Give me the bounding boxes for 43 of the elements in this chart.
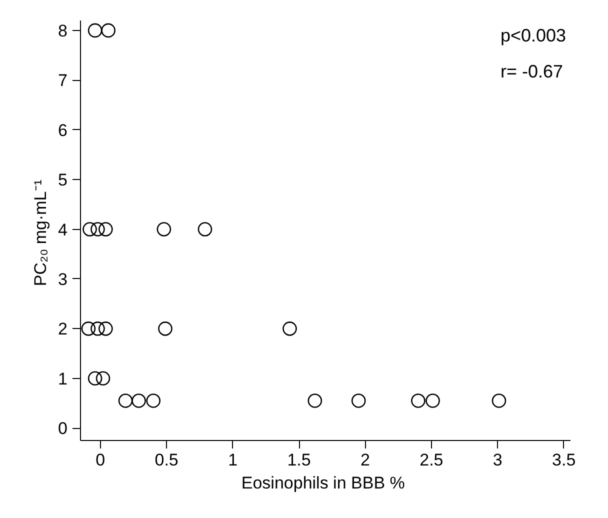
y-tick-label: 8 bbox=[58, 21, 68, 40]
y-tick-label: 5 bbox=[58, 170, 68, 190]
point bbox=[101, 23, 116, 38]
point bbox=[88, 371, 102, 386]
point bbox=[146, 394, 160, 408]
annotation: p<0.003 bbox=[500, 26, 566, 46]
point bbox=[308, 394, 322, 408]
point bbox=[98, 222, 113, 236]
point bbox=[90, 222, 105, 236]
y-tick-label: 7 bbox=[58, 71, 68, 90]
point bbox=[426, 394, 440, 408]
y-tick-label: 4 bbox=[58, 220, 68, 240]
x-tick-label: 0 bbox=[96, 450, 106, 470]
x-tick-label: 0.5 bbox=[154, 450, 178, 470]
x-tick-label: 2.5 bbox=[420, 450, 444, 470]
x-tick-label: 3.5 bbox=[552, 450, 576, 470]
point bbox=[132, 394, 146, 408]
point bbox=[351, 394, 366, 408]
y-tick-label: 0 bbox=[58, 419, 68, 438]
annotation: r= -0.67 bbox=[500, 62, 564, 82]
point bbox=[82, 222, 97, 236]
point bbox=[81, 322, 96, 336]
y-tick-label: 6 bbox=[58, 120, 68, 140]
point bbox=[118, 394, 133, 408]
point bbox=[411, 394, 426, 408]
point bbox=[156, 222, 172, 236]
y-tick-label: 3 bbox=[58, 270, 68, 289]
x-tick-label: 3 bbox=[492, 450, 502, 470]
point bbox=[198, 222, 212, 236]
x-tick-label: 1.5 bbox=[287, 450, 311, 470]
point bbox=[492, 394, 506, 408]
point bbox=[98, 322, 113, 336]
point bbox=[96, 371, 110, 386]
point bbox=[88, 23, 102, 38]
y-axis-title: PC₂₀ mg·mL⁻¹ bbox=[31, 179, 50, 286]
x-tick-label: 2 bbox=[360, 450, 370, 470]
x-tick-label: 1 bbox=[228, 450, 238, 470]
x-axis-title: Eosinophils in BBB % bbox=[241, 474, 405, 492]
y-tick-label: 1 bbox=[58, 369, 68, 388]
y-tick-label: 2 bbox=[58, 320, 68, 339]
point bbox=[90, 322, 105, 336]
point bbox=[158, 322, 172, 336]
point bbox=[282, 322, 297, 336]
